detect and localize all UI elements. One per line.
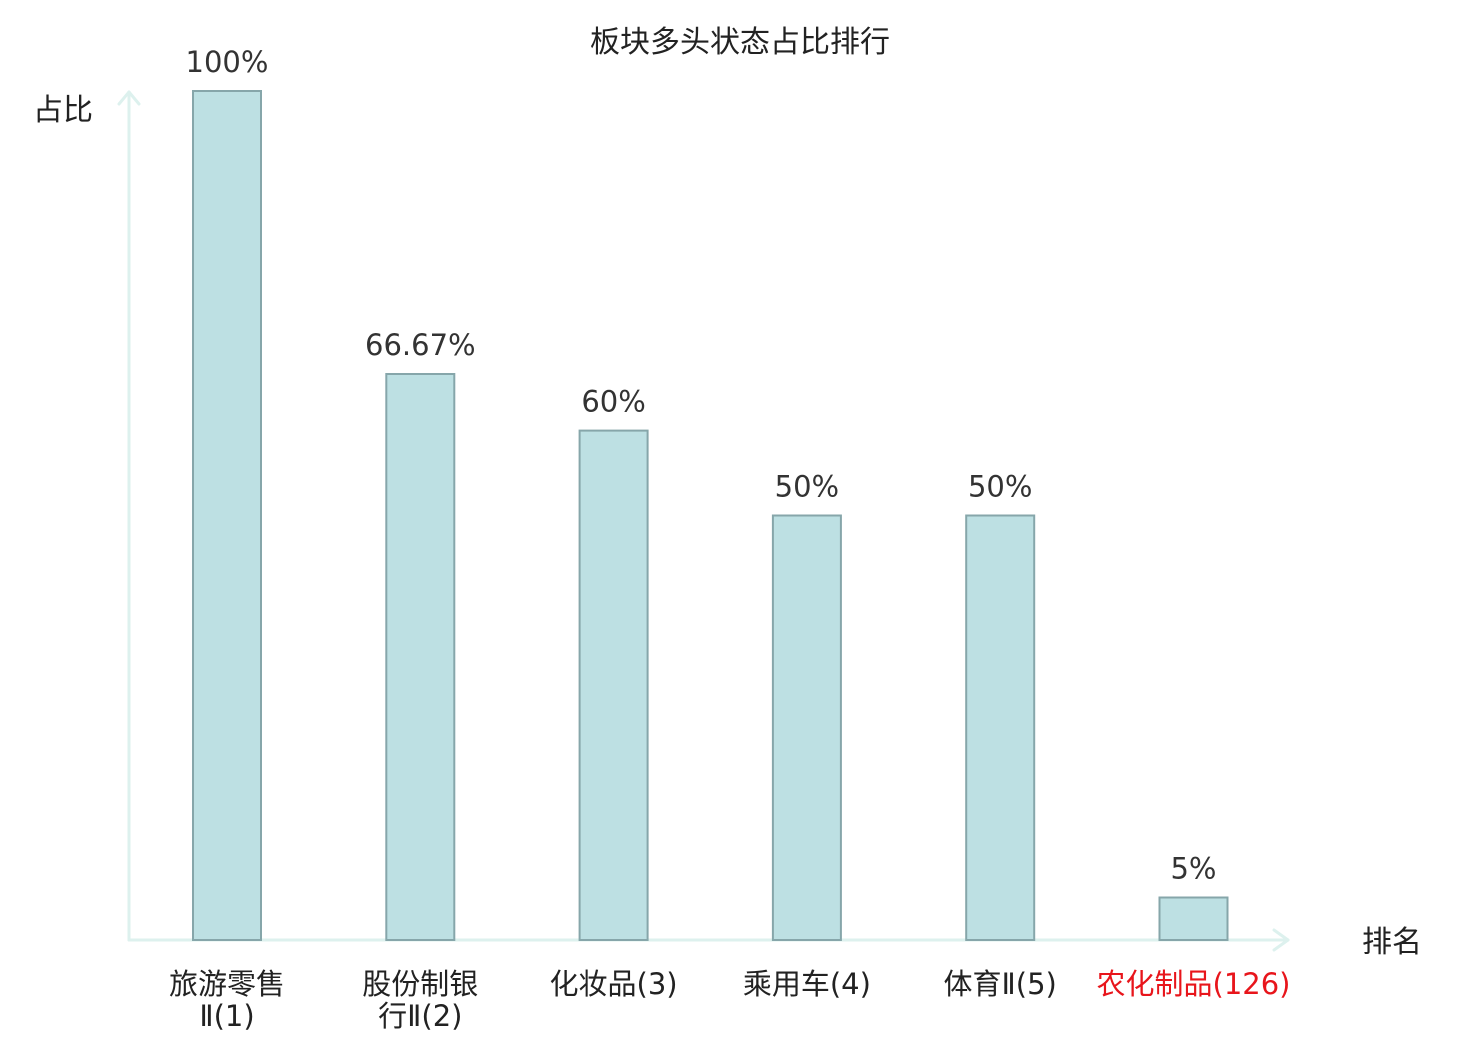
value-label-6: 5% xyxy=(1170,852,1216,886)
chart-title: 板块多头状态占比排行 xyxy=(590,25,890,60)
category-label-6: 农化制品(126) xyxy=(1097,967,1291,1001)
x-axis-title: 排名 xyxy=(1362,925,1422,960)
bar-5 xyxy=(965,514,1036,941)
category-label-5: 体育Ⅱ(5) xyxy=(944,967,1057,1001)
category-label-2-line-2: 行Ⅱ(2) xyxy=(378,999,462,1033)
y-axis-title: 占比 xyxy=(33,93,93,128)
axes xyxy=(117,90,1290,952)
x-axis-arrow xyxy=(1272,928,1290,952)
category-label-4: 乘用车(4) xyxy=(743,967,871,1001)
bar-6 xyxy=(1158,896,1229,941)
value-label-4: 50% xyxy=(775,470,839,504)
value-labels: 100% 66.67% 60% 50% 50% 5% xyxy=(186,45,1217,886)
category-label-1-line-2: Ⅱ(1) xyxy=(199,999,254,1033)
category-label-2-line-1: 股份制银 xyxy=(362,967,478,1001)
bar-3 xyxy=(578,429,649,941)
value-label-5: 50% xyxy=(968,470,1032,504)
bar-2 xyxy=(385,373,456,941)
bar-4 xyxy=(771,514,842,941)
bar-1 xyxy=(192,90,262,941)
bars xyxy=(192,90,1229,941)
category-label-3: 化妆品(3) xyxy=(550,967,678,1001)
y-axis-arrow xyxy=(117,90,141,106)
value-label-1: 100% xyxy=(186,45,269,79)
value-label-3: 60% xyxy=(581,385,645,419)
value-label-2: 66.67% xyxy=(365,328,476,362)
category-label-1-line-1: 旅游零售 xyxy=(169,967,285,1001)
